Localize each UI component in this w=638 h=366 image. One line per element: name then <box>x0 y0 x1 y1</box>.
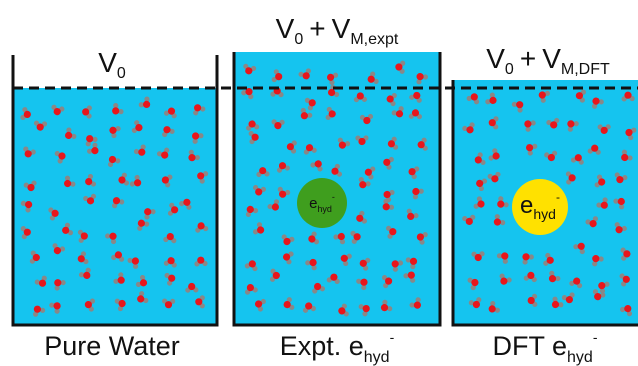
text: V <box>542 43 561 74</box>
subscript: hyd <box>533 206 556 222</box>
text: + <box>309 13 325 44</box>
subscript: hyd <box>567 349 593 366</box>
subscript: M,DFT <box>561 61 610 78</box>
volume-label: V0+VM,DFT <box>486 43 610 78</box>
caption: Expt. ehyd- <box>280 329 395 366</box>
text: e <box>520 192 533 219</box>
caption: Pure Water <box>44 331 180 361</box>
subscript: hyd <box>364 349 390 366</box>
superscript: - <box>556 190 560 204</box>
volume-label: V0+VM,expt <box>276 13 399 48</box>
text: Pure Water <box>44 331 180 361</box>
subscript: 0 <box>505 61 514 78</box>
superscript: - <box>332 192 335 202</box>
subscript: 0 <box>117 65 126 82</box>
superscript: - <box>390 329 395 345</box>
text: e <box>309 195 317 212</box>
subscript: M,expt <box>350 31 399 48</box>
superscript: - <box>593 329 598 345</box>
text: DFT e <box>493 331 568 361</box>
diagram: ehyd- ehyd- V0 V0+VM,expt V0+VM,DFT Pure… <box>0 0 638 366</box>
text: V <box>276 13 295 44</box>
text: Expt. e <box>280 331 364 361</box>
text: V <box>98 47 117 78</box>
text: + <box>520 43 536 74</box>
text: V <box>486 43 505 74</box>
volume-label: V0 <box>98 47 126 82</box>
oxygen <box>195 298 202 305</box>
subscript: 0 <box>294 31 303 48</box>
text: V <box>332 13 351 44</box>
electron-sphere <box>297 178 347 228</box>
subscript: hyd <box>317 204 332 214</box>
caption: DFT ehyd- <box>493 329 598 366</box>
